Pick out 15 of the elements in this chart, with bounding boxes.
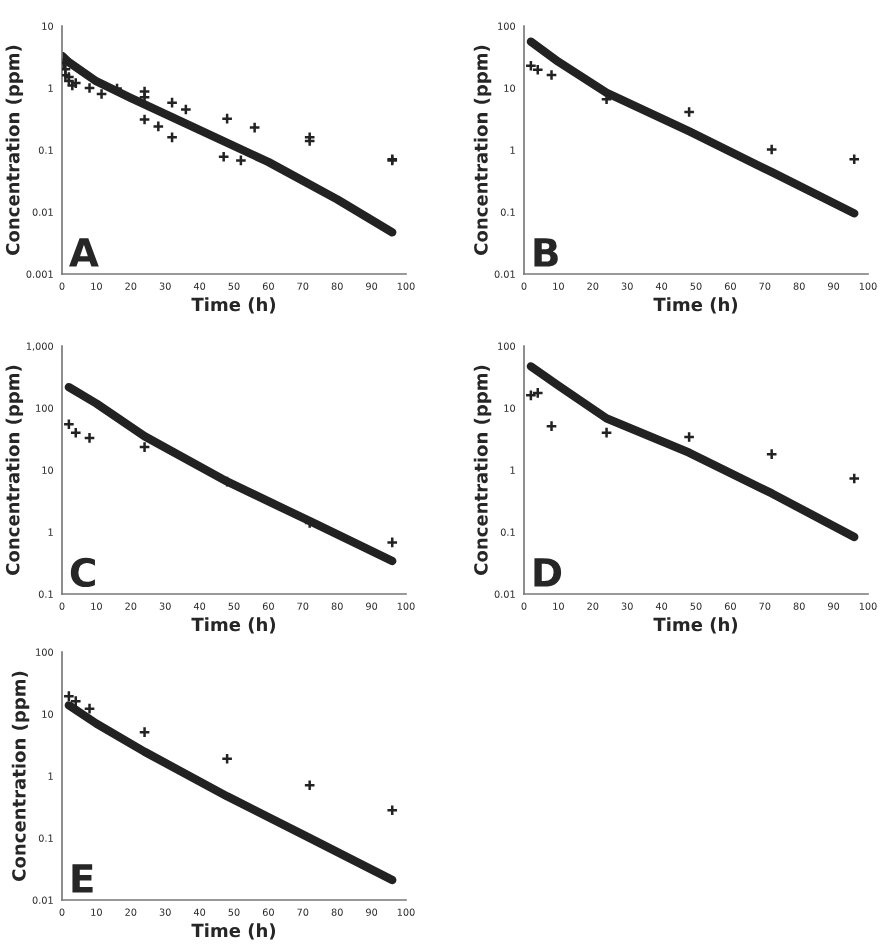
y-axis-title: Concentration (ppm)	[473, 365, 492, 575]
x-axis-title: Time (h)	[653, 617, 738, 634]
annotation: C	[70, 557, 95, 588]
y-axis-title: Concentration (ppm)	[473, 45, 492, 255]
y-axis-title: Concentration (ppm)	[11, 671, 30, 881]
y-axis-title: Concentration (ppm)	[5, 365, 24, 575]
x-axis-title: Time (h)	[191, 617, 276, 634]
x-axis-title: Time (h)	[191, 923, 276, 940]
annotation: E	[72, 864, 93, 893]
x-axis-title: Time (h)	[653, 297, 738, 314]
annotation: A	[69, 238, 99, 267]
x-axis-title: Time (h)	[191, 297, 276, 314]
y-axis-title: Concentration (ppm)	[5, 45, 24, 255]
annotation: D	[534, 558, 562, 587]
annotation: B	[534, 238, 558, 267]
